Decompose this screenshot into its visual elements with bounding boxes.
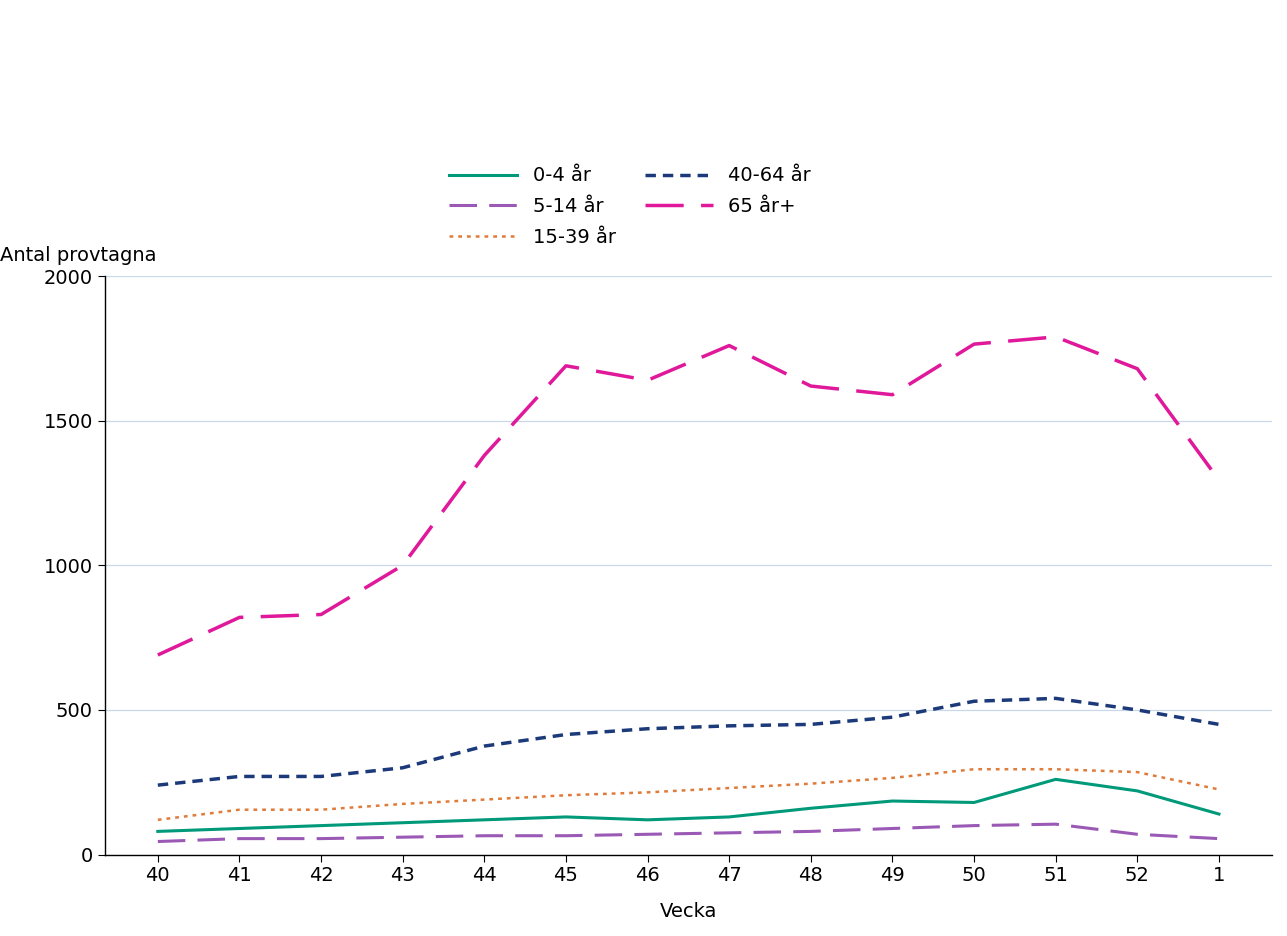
- Text: Antal provtagna: Antal provtagna: [0, 245, 156, 265]
- Legend: 0-4 år, 5-14 år, 15-39 år, 40-64 år, 65 år+: 0-4 år, 5-14 år, 15-39 år, 40-64 år, 65 …: [441, 158, 819, 255]
- X-axis label: Vecka: Vecka: [660, 902, 717, 921]
